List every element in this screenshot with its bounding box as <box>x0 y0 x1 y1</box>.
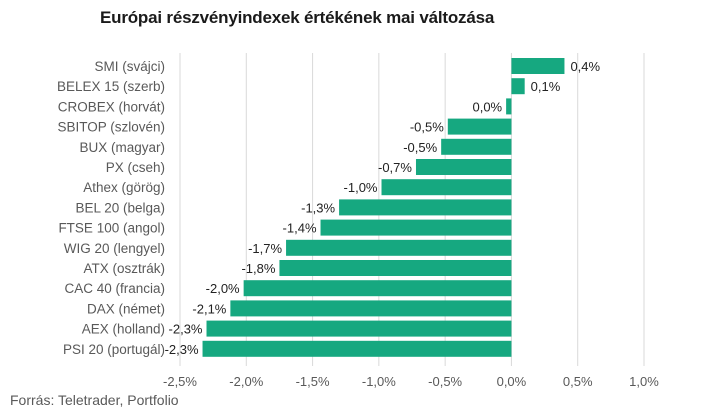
bar <box>243 280 512 297</box>
bar <box>339 199 512 216</box>
data-label: -1,4% <box>283 221 317 236</box>
data-label: -1,0% <box>344 180 378 195</box>
category-label: SMI (svájci) <box>95 59 166 74</box>
x-tick-label: 0,5% <box>563 374 593 389</box>
data-label: -1,7% <box>248 241 282 256</box>
data-label: -2,0% <box>206 281 240 296</box>
category-label: SBITOP (szlovén) <box>57 120 165 135</box>
source-note: Forrás: Teletrader, Portfolio <box>10 392 179 408</box>
category-label: BUX (magyar) <box>79 140 165 155</box>
category-label: BELEX 15 (szerb) <box>57 79 165 94</box>
bar <box>511 58 565 74</box>
category-label: AEX (holland) <box>82 322 165 337</box>
category-label: BEL 20 (belga) <box>75 200 165 215</box>
bar <box>206 320 512 337</box>
bar <box>506 98 512 115</box>
bar-chart: SMI (svájci) 0,4% BELEX 15 (szerb) 0,1% CROB… <box>57 53 659 389</box>
data-label: 0,1% <box>531 79 561 94</box>
data-label: -2,1% <box>192 301 226 316</box>
category-label: DAX (német) <box>87 301 165 316</box>
x-tick-label: 1,0% <box>629 374 659 389</box>
data-label: -0,5% <box>410 120 444 135</box>
x-tick-label: -2,0% <box>229 374 263 389</box>
bar <box>286 239 512 256</box>
x-tick-label: -1,0% <box>362 374 396 389</box>
x-tick-label: -0,5% <box>428 374 462 389</box>
x-tick-label: -2,5% <box>163 374 197 389</box>
bar <box>202 340 512 357</box>
data-label: -2,3% <box>169 322 203 337</box>
data-label: -1,8% <box>241 261 275 276</box>
bar <box>230 300 512 317</box>
data-label: -0,7% <box>378 160 412 175</box>
category-label: WIG 20 (lengyel) <box>64 241 165 256</box>
bar <box>511 78 525 95</box>
category-label: CROBEX (horvát) <box>58 99 165 114</box>
data-label: -1,3% <box>301 200 335 215</box>
x-tick-label: 0,0% <box>497 374 527 389</box>
category-label: ATX (osztrák) <box>83 261 165 276</box>
category-label: PSI 20 (portugál) <box>63 342 165 357</box>
bar <box>447 118 512 135</box>
data-label: 0,0% <box>472 99 502 114</box>
category-label: FTSE 100 (angol) <box>58 221 165 236</box>
x-tick-label: -1,5% <box>296 374 330 389</box>
data-label: -2,3% <box>165 342 199 357</box>
bar <box>320 219 512 236</box>
category-label: CAC 40 (francia) <box>64 281 165 296</box>
bar <box>381 179 512 196</box>
bar <box>441 138 512 155</box>
data-label: 0,4% <box>570 59 600 74</box>
data-label: -0,5% <box>403 140 437 155</box>
chart-title: Európai részvényindexek értékének mai vá… <box>100 8 495 27</box>
bar <box>415 159 512 175</box>
category-label: Athex (görög) <box>83 180 165 195</box>
bar <box>279 260 512 276</box>
category-label: PX (cseh) <box>106 160 165 175</box>
